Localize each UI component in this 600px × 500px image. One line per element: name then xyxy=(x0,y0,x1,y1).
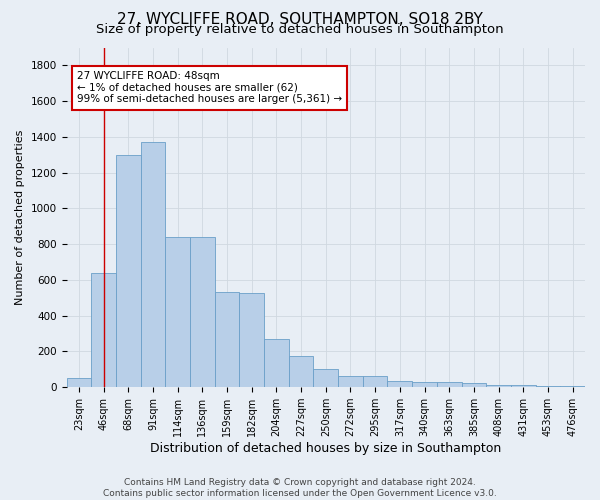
Bar xyxy=(511,386,536,387)
Text: 27, WYCLIFFE ROAD, SOUTHAMPTON, SO18 2BY: 27, WYCLIFFE ROAD, SOUTHAMPTON, SO18 2BY xyxy=(117,12,483,28)
Bar xyxy=(412,382,437,387)
Y-axis label: Number of detached properties: Number of detached properties xyxy=(15,130,25,305)
Bar xyxy=(437,382,461,387)
Bar xyxy=(536,386,560,387)
Bar xyxy=(264,339,289,387)
Bar xyxy=(239,294,264,387)
Bar xyxy=(388,381,412,387)
Bar xyxy=(560,386,585,387)
Bar xyxy=(190,237,215,387)
Bar xyxy=(165,237,190,387)
Bar xyxy=(140,142,165,387)
Text: Size of property relative to detached houses in Southampton: Size of property relative to detached ho… xyxy=(96,22,504,36)
Bar xyxy=(486,384,511,387)
Bar xyxy=(313,370,338,387)
Text: Contains HM Land Registry data © Crown copyright and database right 2024.
Contai: Contains HM Land Registry data © Crown c… xyxy=(103,478,497,498)
Bar xyxy=(289,356,313,387)
Text: 27 WYCLIFFE ROAD: 48sqm
← 1% of detached houses are smaller (62)
99% of semi-det: 27 WYCLIFFE ROAD: 48sqm ← 1% of detached… xyxy=(77,72,342,104)
Bar xyxy=(338,376,363,387)
Bar xyxy=(91,273,116,387)
X-axis label: Distribution of detached houses by size in Southampton: Distribution of detached houses by size … xyxy=(150,442,502,455)
Bar xyxy=(363,376,388,387)
Bar xyxy=(67,378,91,387)
Bar xyxy=(215,292,239,387)
Bar xyxy=(461,383,486,387)
Bar xyxy=(116,155,140,387)
